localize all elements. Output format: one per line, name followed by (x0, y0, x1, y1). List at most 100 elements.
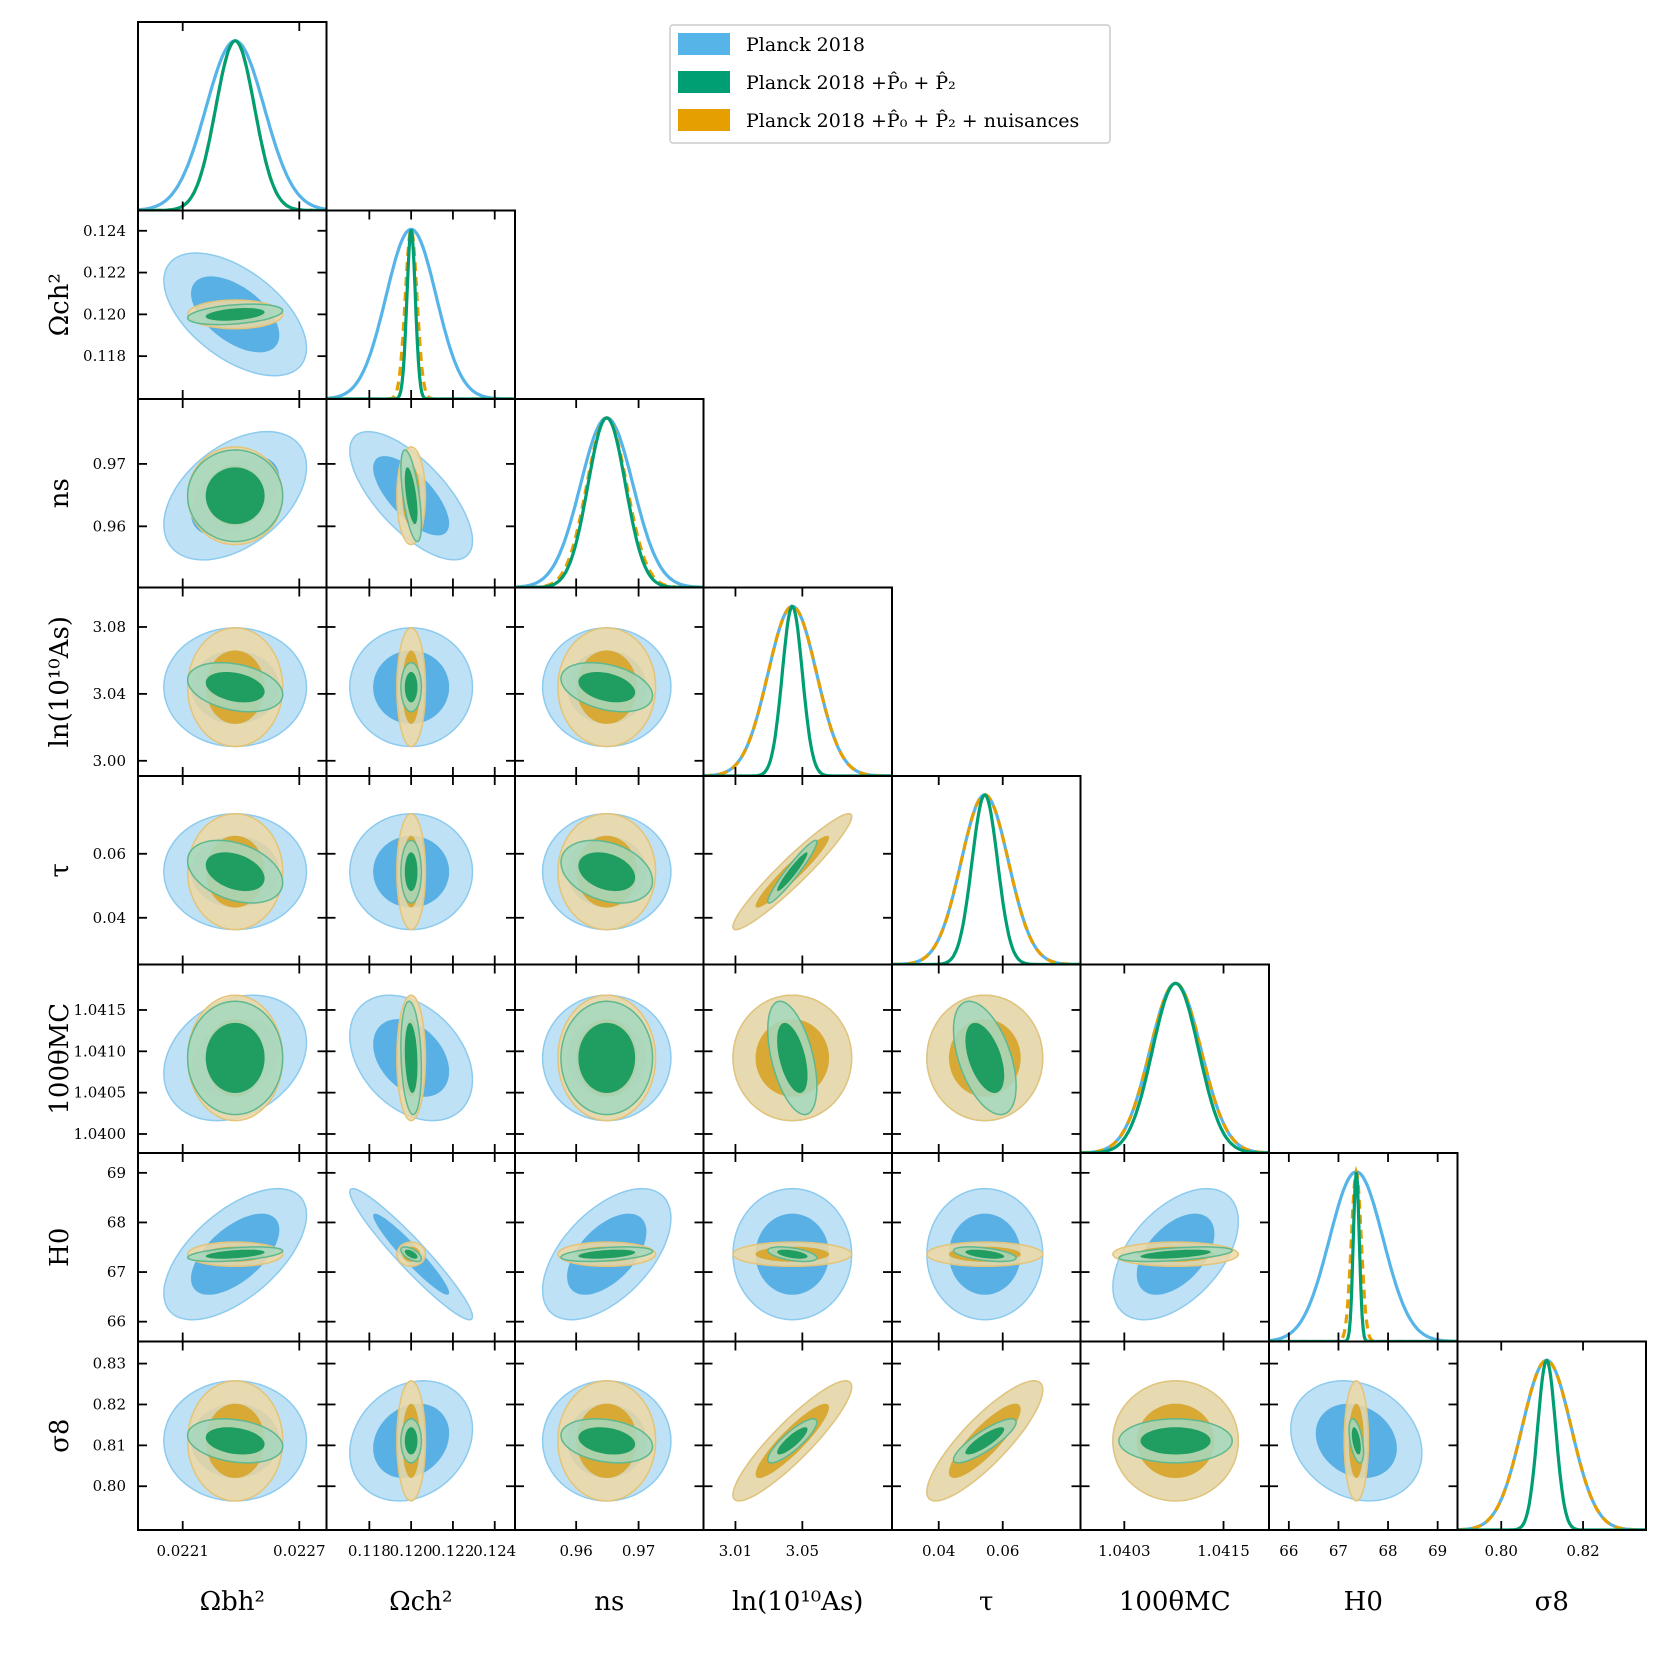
y-axis-label-lnas: ln(10¹⁰As) (45, 616, 75, 747)
contour-68-p0p2 (205, 1022, 265, 1093)
legend: Planck 2018 Planck 2018 +P̂₀ + P̂₂ Planc… (669, 24, 1111, 144)
panel-omb-vs-omb (137, 21, 328, 212)
panel-theta-vs-lnas (702, 963, 893, 1154)
x-axis-label-ns: ns (594, 1587, 624, 1617)
panel-content (515, 416, 704, 588)
panel-content (1290, 1380, 1423, 1502)
x-tick-label-s8: 0.80 (1485, 1542, 1518, 1560)
y-tick-label-omc: 0.124 (83, 222, 126, 240)
legend-label-planck: Planck 2018 (746, 34, 865, 56)
panel-content (349, 1187, 474, 1321)
panel-h0-vs-theta (1079, 1152, 1270, 1343)
contour-68-p0p2 (205, 308, 265, 321)
contour-68-p0p2 (404, 672, 418, 703)
contour-68-p0p2 (404, 1022, 418, 1093)
contour-68-p0p2 (404, 852, 418, 892)
panel-s8-vs-theta (1079, 1340, 1270, 1531)
contour-68-p0p2 (205, 1249, 265, 1259)
marginal-curve-planck (138, 39, 327, 211)
panel-content (163, 252, 308, 377)
contour-68-p0p2 (578, 852, 636, 892)
legend-frame (669, 24, 1111, 144)
panel-content (732, 812, 853, 931)
x-tick-label-omc: 0.124 (473, 1542, 516, 1560)
panel-ns-vs-ns (514, 398, 705, 589)
contour-68-p0p2 (965, 1022, 1005, 1093)
y-axis-label-h0: H0 (45, 1228, 75, 1267)
panel-theta-vs-ns (514, 963, 705, 1154)
x-tick-label-h0: 67 (1329, 1542, 1348, 1560)
x-axis-label-tau: τ (979, 1587, 993, 1617)
contour-68-p0p2 (777, 1427, 808, 1455)
panel-frame (137, 21, 328, 212)
marginal-curve-nuis (703, 604, 892, 776)
contour-68-p0p2 (404, 1427, 418, 1455)
contour-68-p0p2 (965, 1249, 1005, 1259)
x-axis-label-theta: 100θMC (1119, 1587, 1231, 1617)
y-tick-label-ns: 0.96 (93, 517, 126, 535)
panel-content (541, 1187, 672, 1321)
y-tick-label-h0: 69 (107, 1164, 126, 1182)
panel-content (163, 430, 308, 561)
y-tick-label-h0: 66 (107, 1313, 126, 1331)
panel-s8-vs-omb (137, 1340, 328, 1531)
contour-68-p0p2 (578, 1022, 636, 1093)
contour-68-p0p2 (777, 852, 808, 892)
y-axis-label-ns: ns (45, 478, 75, 508)
panel-ns-vs-omc (325, 398, 516, 589)
x-axis-label-h0: H0 (1344, 1587, 1383, 1617)
marginal-curve-planck (326, 227, 515, 399)
marginal-curve-nuis (892, 793, 1081, 965)
panel-tau-vs-omc (325, 775, 516, 966)
panel-tau-vs-tau (891, 775, 1082, 966)
marginal-curve-p0p2 (892, 793, 1081, 965)
contour-68-p0p2 (777, 1249, 808, 1259)
marginal-curve-p0p2 (326, 229, 515, 399)
panel-content (1112, 1187, 1240, 1321)
panel-content (349, 1380, 474, 1502)
y-tick-label-s8: 0.81 (93, 1436, 126, 1454)
panel-theta-vs-omc (325, 963, 516, 1154)
panel-content (163, 994, 308, 1122)
y-tick-label-theta: 1.0400 (74, 1125, 127, 1143)
contour-68-p0p2 (404, 1249, 418, 1259)
panel-content (926, 1187, 1044, 1321)
panel-theta-vs-omb (137, 963, 328, 1154)
panel-content (349, 627, 474, 748)
y-tick-label-omc: 0.122 (83, 264, 126, 282)
marginal-curve-nuis (1457, 1358, 1646, 1530)
panel-content (349, 812, 474, 931)
x-tick-label-omb: 0.0221 (156, 1542, 209, 1560)
y-tick-label-theta: 1.0405 (74, 1084, 127, 1102)
contour-68-p0p2 (205, 1427, 265, 1455)
panel-content (926, 994, 1044, 1122)
y-axis-label-theta: 100θMC (45, 1003, 75, 1115)
legend-swatch-p0p2 (678, 71, 730, 93)
marginal-curve-p0p2 (515, 416, 704, 588)
y-axis-label-tau: τ (45, 863, 75, 877)
marginal-curve-nuis (1269, 1165, 1458, 1342)
y-tick-label-s8: 0.80 (93, 1477, 126, 1495)
y-tick-label-lnas: 3.00 (93, 752, 126, 770)
y-tick-label-h0: 67 (107, 1263, 126, 1281)
panel-tau-vs-lnas (702, 775, 893, 966)
marginal-curve-planck (1080, 981, 1269, 1153)
x-tick-label-omb: 0.0227 (273, 1542, 326, 1560)
panel-content (703, 604, 892, 776)
marginal-curve-planck (515, 416, 704, 588)
marginal-curve-nuis (138, 39, 327, 211)
panel-tau-vs-ns (514, 775, 705, 966)
marginal-curve-planck (892, 793, 1081, 965)
y-tick-label-s8: 0.82 (93, 1395, 126, 1413)
marginal-curve-p0p2 (703, 604, 892, 776)
x-tick-label-lnas: 3.01 (719, 1542, 752, 1560)
y-tick-label-h0: 68 (107, 1213, 126, 1231)
y-tick-label-lnas: 3.08 (93, 618, 126, 636)
panel-content (541, 812, 672, 931)
contour-68-p0p2 (578, 672, 636, 703)
panel-content (541, 994, 672, 1122)
panel-content (732, 994, 853, 1122)
panel-s8-vs-omc (325, 1340, 516, 1531)
y-tick-label-ns: 0.97 (93, 455, 126, 473)
